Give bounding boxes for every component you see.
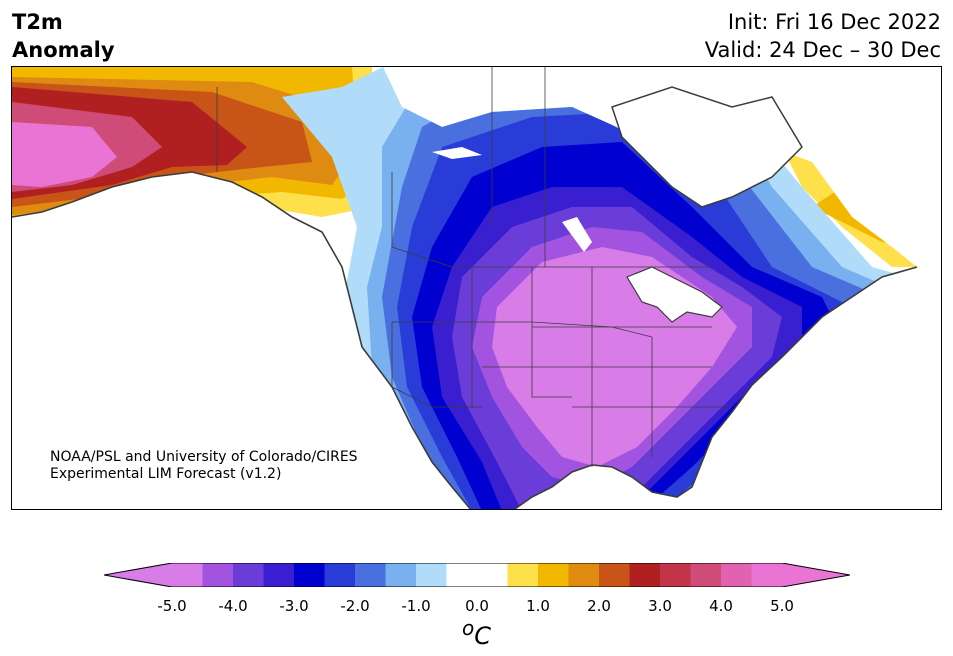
colorbar-tick-label: -3.0 bbox=[279, 597, 309, 615]
init-date-label: Init: Fri 16 Dec 2022 bbox=[727, 10, 941, 34]
colorbar-segment bbox=[538, 563, 569, 587]
political-boundaries bbox=[216, 67, 732, 467]
colorbar-ticks: -5.0 -4.0 -3.0 -2.0 -1.0 0.0 1.0 2.0 3.0 4.0 5.0 bbox=[0, 597, 953, 617]
colorbar-segment bbox=[294, 563, 325, 587]
colorbar-segment bbox=[721, 563, 752, 587]
great-lakes bbox=[626, 266, 723, 323]
forecast-credit: NOAA/PSL and University of Colorado/CIRE… bbox=[50, 449, 358, 483]
valid-date-label: Valid: 24 Dec – 30 Dec bbox=[704, 38, 941, 62]
colorbar-tick-label: 0.0 bbox=[465, 597, 489, 615]
unit-superscript: o bbox=[461, 616, 475, 640]
colorbar-segment bbox=[751, 563, 783, 587]
colorbar-segment bbox=[324, 563, 356, 587]
colorbar-tick-label: -1.0 bbox=[401, 597, 431, 615]
warm-quebec-2 bbox=[802, 107, 887, 167]
colorbar-segment bbox=[507, 563, 539, 587]
colorbar-segment bbox=[233, 563, 264, 587]
colorbar-tick-label: 5.0 bbox=[770, 597, 794, 615]
colorbar-segment bbox=[355, 563, 386, 587]
colorbar-segment bbox=[202, 563, 234, 587]
coastline bbox=[12, 171, 918, 509]
colorbar-unit: oC bbox=[0, 616, 953, 650]
credit-line-1: NOAA/PSL and University of Colorado/CIRE… bbox=[50, 449, 358, 465]
colorbar-tick-label: 2.0 bbox=[587, 597, 611, 615]
colorbar-segment bbox=[446, 563, 508, 587]
unit-base: C bbox=[474, 622, 491, 650]
colorbar-segment bbox=[599, 563, 630, 587]
credit-line-2: Experimental LIM Forecast (v1.2) bbox=[50, 466, 282, 482]
colorbar-tick-label: 4.0 bbox=[709, 597, 733, 615]
date-block: Init: Fri 16 Dec 2022 Valid: 24 Dec – 30… bbox=[705, 8, 941, 64]
map-panel: NOAA/PSL and University of Colorado/CIRE… bbox=[11, 66, 942, 510]
colorbar-tick-label: -5.0 bbox=[157, 597, 187, 615]
lake-winnipeg bbox=[562, 217, 592, 252]
colorbar-segment bbox=[172, 563, 203, 587]
colorbar-segment bbox=[416, 563, 447, 587]
colorbar-tick-label: 3.0 bbox=[648, 597, 672, 615]
title-line-1: T2m bbox=[12, 10, 63, 34]
colorbar-segment bbox=[629, 563, 661, 587]
warm-band-7 bbox=[12, 122, 117, 187]
great-slave-lake bbox=[432, 147, 482, 159]
hudson-bay bbox=[611, 86, 803, 208]
colorbar-segments bbox=[104, 563, 850, 587]
colorbar-segment bbox=[660, 563, 691, 587]
colorbar-segment bbox=[263, 563, 295, 587]
colorbar-segment bbox=[385, 563, 417, 587]
colorbar-segment bbox=[782, 563, 850, 587]
map-title: T2m Anomaly bbox=[12, 8, 115, 64]
anomaly-map bbox=[12, 67, 918, 509]
colorbar bbox=[104, 563, 850, 587]
title-line-2: Anomaly bbox=[12, 38, 115, 62]
colorbar-segment bbox=[690, 563, 722, 587]
colorbar-tick-label: 1.0 bbox=[526, 597, 550, 615]
colorbar-tick-label: -2.0 bbox=[340, 597, 370, 615]
colorbar-segment bbox=[104, 563, 172, 587]
colorbar-segment bbox=[568, 563, 600, 587]
colorbar-tick-label: -4.0 bbox=[218, 597, 248, 615]
